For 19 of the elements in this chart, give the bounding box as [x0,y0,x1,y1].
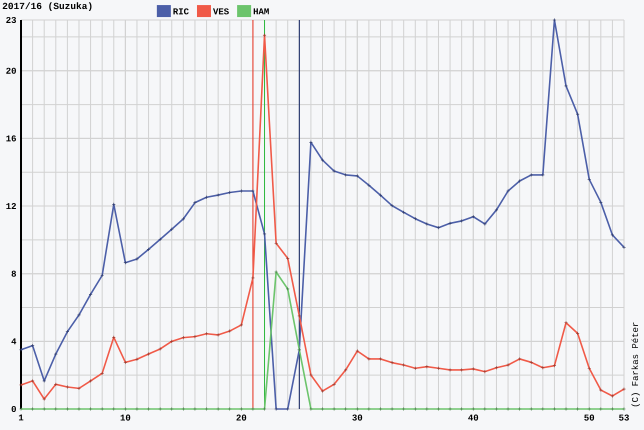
legend-label: HAM [254,8,269,14]
x-tick-label: 50 [584,414,594,421]
y-tick-label: 23 [6,16,16,24]
legend-label: VES [212,8,229,14]
text: (C) Farkas Péter [631,322,640,406]
y-tick-label: 20 [6,68,16,74]
chart-title: 2017/16 (Suzuka) [2,2,92,12]
x-tick-label: 40 [468,414,478,421]
y-tick-label: 8 [12,270,16,277]
x-tick-label: 1 [18,414,24,420]
y-tick-label: 12 [6,203,16,210]
legend-label: RIC [173,8,189,14]
y-tick-label: 16 [6,135,16,142]
x-tick-label: 30 [352,414,362,421]
x-tick-label: 53 [619,414,629,421]
x-tick-label: 20 [236,414,246,421]
x-tick-label: 10 [120,414,130,421]
y-tick-label: 0 [12,406,16,412]
y-tick-label: 4 [11,338,16,344]
